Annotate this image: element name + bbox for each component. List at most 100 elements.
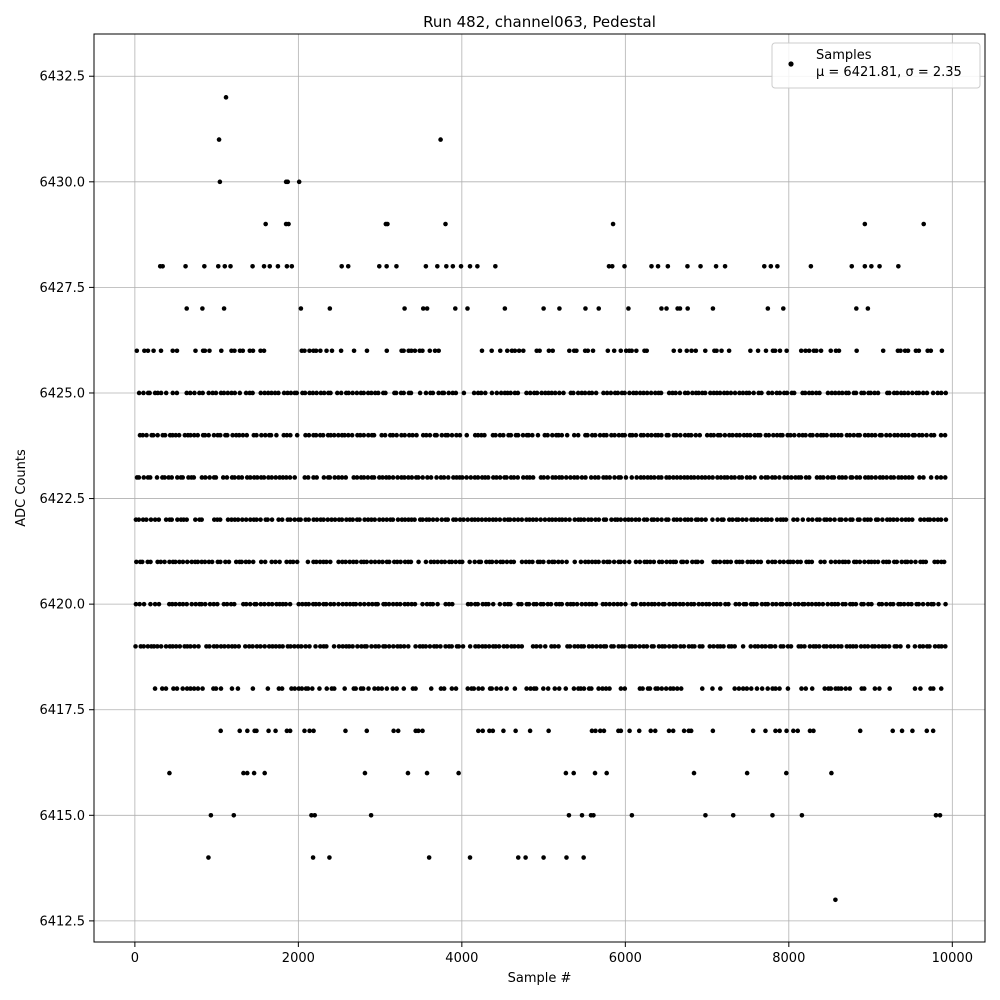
data-point	[677, 306, 683, 311]
data-point	[611, 348, 617, 354]
data-point	[556, 686, 562, 691]
data-point	[318, 348, 323, 354]
data-point	[159, 686, 165, 691]
data-point	[688, 475, 694, 480]
data-point	[456, 644, 462, 649]
data-point	[880, 475, 886, 480]
data-point	[478, 390, 484, 396]
data-point	[814, 432, 820, 438]
data-point	[862, 221, 868, 227]
data-point	[324, 644, 329, 649]
data-point	[704, 432, 710, 438]
data-point	[274, 601, 279, 607]
data-point	[141, 475, 147, 480]
data-point	[449, 686, 455, 691]
data-point	[482, 432, 487, 438]
data-point	[696, 601, 702, 607]
data-point	[279, 517, 285, 522]
data-point	[369, 517, 374, 522]
data-point	[868, 390, 873, 396]
data-point	[426, 517, 432, 522]
data-point	[427, 432, 433, 438]
data-point	[571, 601, 576, 607]
data-point	[843, 601, 848, 607]
data-point	[943, 644, 948, 649]
data-point	[512, 348, 518, 354]
data-point	[572, 559, 578, 565]
data-point	[802, 601, 807, 607]
data-point	[681, 728, 687, 734]
data-point	[321, 475, 327, 480]
data-point	[269, 559, 274, 565]
data-point	[918, 517, 923, 522]
data-point	[784, 728, 789, 734]
data-point	[173, 432, 179, 438]
data-point	[426, 855, 432, 860]
data-point	[244, 432, 250, 438]
data-point	[390, 432, 396, 438]
data-point	[564, 432, 570, 438]
data-point	[206, 855, 211, 860]
data-point	[436, 390, 441, 396]
data-point	[726, 348, 732, 354]
data-point	[218, 559, 223, 565]
data-point	[730, 432, 735, 438]
data-point	[711, 644, 716, 649]
data-point	[148, 517, 154, 522]
data-point	[167, 559, 172, 565]
data-point	[511, 517, 517, 522]
data-point	[616, 432, 622, 438]
data-point	[438, 686, 444, 691]
data-point	[772, 475, 778, 480]
data-point	[644, 348, 650, 354]
data-point	[336, 475, 341, 480]
data-point	[475, 517, 481, 522]
data-point	[391, 728, 396, 734]
data-point	[634, 348, 639, 354]
data-point	[715, 475, 720, 480]
data-point	[401, 686, 407, 691]
data-point	[766, 432, 772, 438]
data-point	[340, 601, 346, 607]
data-point	[226, 644, 231, 649]
data-point	[647, 559, 653, 565]
data-point	[524, 390, 529, 396]
data-point	[461, 390, 467, 396]
data-point	[571, 390, 576, 396]
data-point	[224, 601, 230, 607]
data-point	[309, 813, 314, 818]
data-point	[515, 432, 521, 438]
data-point	[438, 137, 443, 142]
data-point	[361, 390, 367, 396]
data-point	[258, 559, 264, 565]
data-point	[254, 728, 259, 734]
data-point	[534, 390, 540, 396]
data-point	[494, 475, 499, 480]
data-point	[920, 390, 926, 396]
data-point	[710, 686, 715, 691]
data-point	[824, 644, 829, 649]
data-point	[200, 686, 205, 691]
data-point	[608, 390, 614, 396]
data-point	[810, 432, 815, 438]
data-point	[806, 475, 812, 480]
data-point	[435, 559, 440, 565]
data-point	[866, 475, 871, 480]
data-point	[765, 686, 771, 691]
data-point	[526, 559, 532, 565]
data-point	[593, 390, 599, 396]
data-point	[298, 306, 304, 311]
data-point	[192, 644, 197, 649]
data-point	[906, 517, 912, 522]
data-point	[324, 559, 329, 565]
data-point	[482, 390, 488, 396]
data-point	[581, 517, 587, 522]
data-point	[803, 432, 808, 438]
data-point	[360, 686, 366, 691]
data-point	[368, 813, 374, 818]
data-point	[641, 644, 646, 649]
data-point	[589, 390, 595, 396]
data-point	[515, 517, 521, 522]
data-point	[563, 770, 569, 776]
data-point	[559, 475, 565, 480]
